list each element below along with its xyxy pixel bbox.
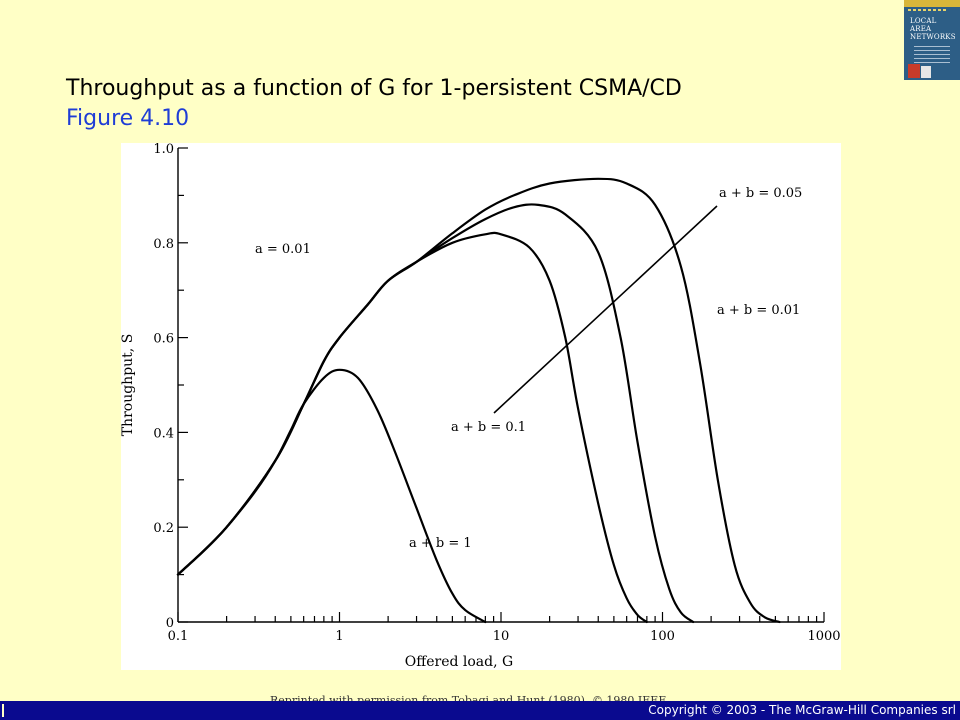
x-tick-label: 100 xyxy=(650,629,675,644)
footer-bar: Copyright © 2003 - The McGraw-Hill Compa… xyxy=(0,701,960,720)
y-tick-label: 0.8 xyxy=(153,237,174,252)
x-tick-label: 1 xyxy=(335,629,343,644)
x-tick-label: 0.1 xyxy=(168,629,189,644)
annotation-leader-line xyxy=(493,205,718,414)
footer-marker xyxy=(2,704,4,717)
y-tick-label: 0.4 xyxy=(153,426,174,441)
annotation-ab-1: a + b = 1 xyxy=(409,536,472,551)
y-tick-label: 0.6 xyxy=(153,332,174,347)
series-curve-0 xyxy=(176,368,487,624)
chart-area: 0 0.2 0.4 0.6 0.8 1.0 0.1 1 10 100 1000 Offered lo… xyxy=(121,143,841,670)
annotation-ab-01: a + b = 0.1 xyxy=(451,420,526,435)
x-tick-label: 1000 xyxy=(807,629,840,644)
y-tick-label: 0 xyxy=(166,616,174,631)
y-tick-label: 1.0 xyxy=(153,143,174,157)
x-axis-label: Offered load, G xyxy=(405,654,513,670)
y-tick-label: 0.2 xyxy=(153,521,174,536)
publisher-logo xyxy=(908,64,920,78)
book-cover-dots xyxy=(908,9,948,11)
slide-title: Throughput as a function of G for 1-pers… xyxy=(66,76,682,101)
annotation-a-001: a = 0.01 xyxy=(255,242,311,257)
book-cover-title: LOCAL AREA NETWORKS xyxy=(910,17,956,41)
chart-labels: Offered load, G Throughput, S a = 0.01 a… xyxy=(121,186,802,670)
book-cover-text-lines xyxy=(914,46,950,64)
figure-label: Figure 4.10 xyxy=(66,106,190,131)
y-axis-label: Throughput, S xyxy=(121,334,136,437)
book-cover-image: LOCAL AREA NETWORKS xyxy=(904,0,960,80)
x-tick-label: 10 xyxy=(493,629,510,644)
chart-axes: 0 0.2 0.4 0.6 0.8 1.0 0.1 1 10 100 1000 xyxy=(153,143,840,644)
annotation-ab-005: a + b = 0.05 xyxy=(719,186,802,201)
copyright-text: Copyright © 2003 - The McGraw-Hill Compa… xyxy=(648,703,956,717)
chart-curves xyxy=(176,177,781,624)
series-curve-3 xyxy=(176,177,781,624)
publisher-badge xyxy=(921,66,931,78)
book-cover-band xyxy=(904,0,960,7)
series-curve-1 xyxy=(176,231,648,624)
throughput-chart: 0 0.2 0.4 0.6 0.8 1.0 0.1 1 10 100 1000 Offered lo… xyxy=(121,143,841,670)
annotation-ab-001: a + b = 0.01 xyxy=(717,303,800,318)
